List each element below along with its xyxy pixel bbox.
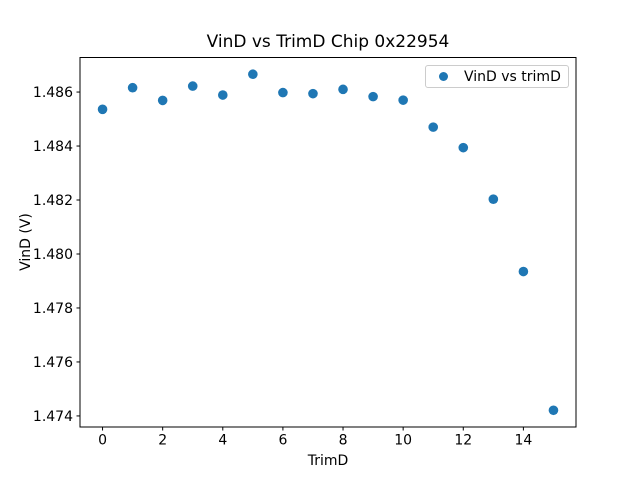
data-point xyxy=(548,405,559,416)
x-tick-label: 4 xyxy=(218,433,227,449)
data-point xyxy=(248,69,258,80)
legend-box: VinD vs trimD xyxy=(425,65,569,88)
y-tick-label: 1.476 xyxy=(33,355,73,371)
y-tick-label: 1.474 xyxy=(33,409,73,425)
legend-entry-label: VinD vs trimD xyxy=(464,68,561,85)
x-axis-label: TrimD xyxy=(307,453,349,469)
data-point xyxy=(368,91,378,102)
data-point xyxy=(428,122,439,132)
data-point xyxy=(518,266,529,277)
scatter-points xyxy=(97,69,559,416)
x-tick-label: 6 xyxy=(278,433,287,449)
y-tick-label: 1.478 xyxy=(33,301,73,317)
data-point xyxy=(127,82,138,93)
axes-spines xyxy=(79,57,577,428)
data-point xyxy=(278,87,288,98)
data-point xyxy=(187,81,198,91)
y-axis-ticks: 1.474 1.476 1.478 1.480 1.482 1.484 1.486 xyxy=(33,85,80,425)
y-tick-label: 1.480 xyxy=(33,247,73,263)
x-tick-label: 14 xyxy=(514,433,532,449)
data-point xyxy=(458,142,469,153)
data-point xyxy=(338,84,348,95)
data-point xyxy=(217,90,228,100)
chart-title: VinD vs TrimD Chip 0x22954 xyxy=(206,32,450,52)
x-tick-label: 8 xyxy=(339,433,348,449)
data-point xyxy=(157,95,168,106)
data-point xyxy=(398,95,408,105)
data-point xyxy=(308,88,318,99)
y-tick-label: 1.486 xyxy=(33,85,73,101)
legend-marker-dot-icon xyxy=(439,72,448,81)
y-tick-label: 1.482 xyxy=(33,193,73,209)
data-point xyxy=(488,194,499,205)
x-axis-ticks: 0 2 4 6 8 10 12 14 xyxy=(98,427,532,449)
x-tick-label: 2 xyxy=(158,433,167,449)
x-tick-label: 10 xyxy=(394,433,412,449)
y-tick-label: 1.484 xyxy=(33,139,73,155)
x-tick-label: 0 xyxy=(98,433,107,449)
x-tick-label: 12 xyxy=(454,433,472,449)
y-axis-label: VinD (V) xyxy=(18,213,34,271)
data-point xyxy=(97,104,108,115)
